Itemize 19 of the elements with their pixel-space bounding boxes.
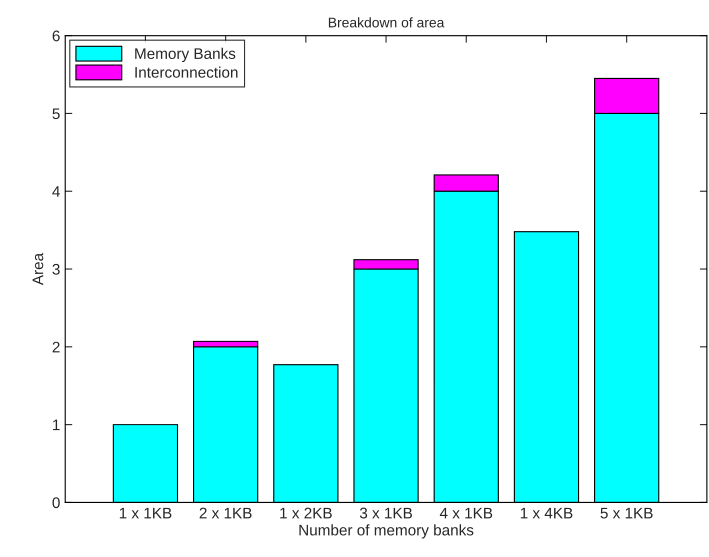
- x-tick-label: 2 x 1KB: [200, 508, 252, 518]
- y-tick-label: 1: [53, 420, 60, 430]
- x-tick-label: 5 x 1KB: [600, 508, 653, 518]
- y-axis-title: Area: [32, 252, 44, 286]
- legend-label: Interconnection: [135, 66, 238, 78]
- x-tick-label: 4 x 1KB: [440, 508, 492, 518]
- y-tick-label: 6: [52, 30, 60, 42]
- chart-title: Breakdown of area: [328, 17, 444, 28]
- x-axis-title: Number of memory banks: [299, 524, 474, 539]
- x-tick-label: 1 x 2KB: [280, 508, 332, 518]
- x-tick-label: 1 x 1KB: [120, 508, 172, 518]
- y-tick-label: 2: [52, 342, 60, 352]
- y-tick-label: 3: [52, 264, 60, 275]
- y-tick-label: 5: [52, 108, 60, 120]
- x-tick-label: 3 x 1KB: [360, 508, 412, 518]
- y-tick-label: 4: [52, 186, 60, 197]
- legend-label: Memory Banks: [135, 48, 236, 62]
- y-tick-label: 0: [52, 497, 60, 508]
- x-tick-label: 1 x 4KB: [520, 508, 572, 518]
